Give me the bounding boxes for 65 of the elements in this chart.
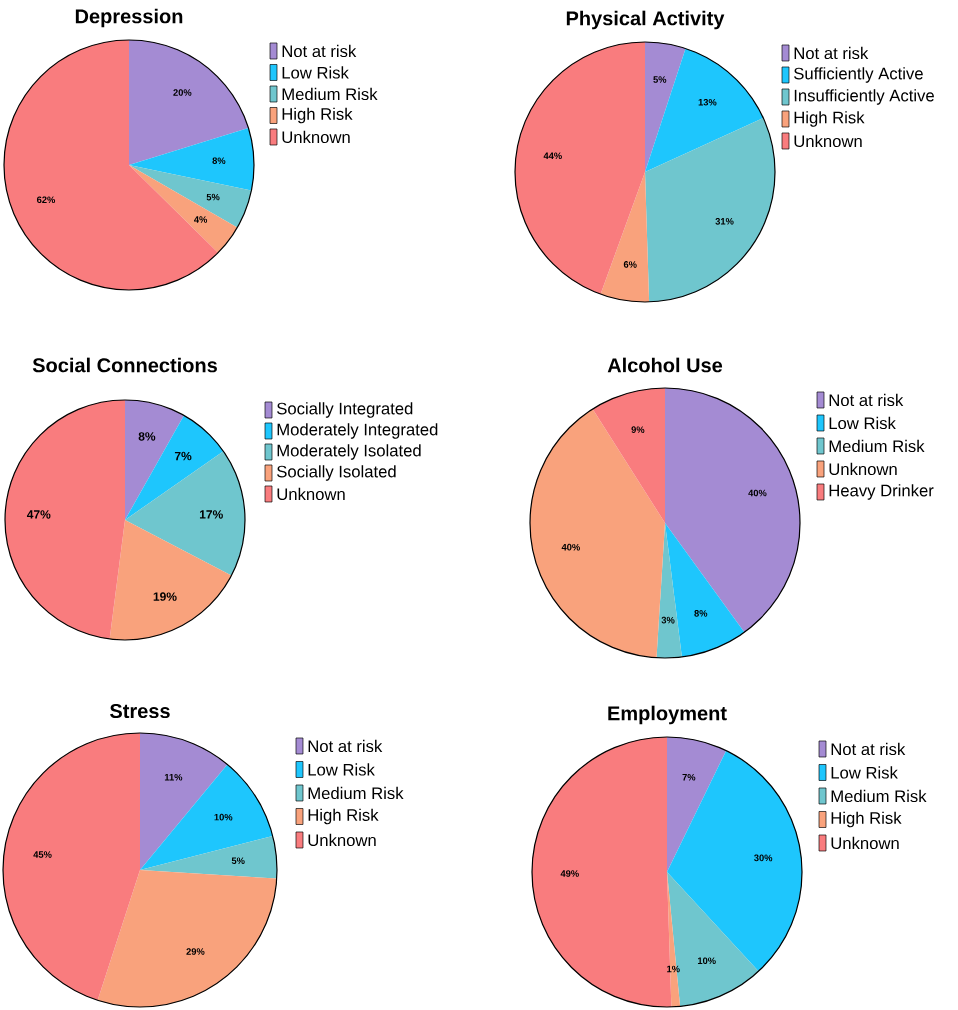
data-label: 8% [212,157,226,165]
legend-label: Sufficiently Active [794,67,923,83]
data-label: 45% [33,851,52,858]
data-label: 17% [199,510,223,519]
data-label: 4% [194,216,208,223]
data-label: 40% [561,543,580,551]
data-label: 47% [26,510,51,519]
legend-label: Not at risk [282,44,357,58]
legend-label: Insufficiently Active [794,89,934,105]
data-label: 19% [153,592,177,601]
legend-label: Unknown [831,836,899,850]
legend-label: Not at risk [831,742,906,756]
legend-label: High Risk [282,107,353,124]
legend-label: Unknown [282,130,350,144]
legend-label: Heavy Drinker [829,484,934,500]
data-label: 8% [138,432,156,441]
data-label: 29% [186,948,205,955]
data-label: 62% [36,196,56,204]
legend-label: Unknown [277,487,345,501]
legend-label: Socially Isolated [277,465,396,481]
legend-label: Socially Integrated [277,402,413,418]
legend-label: High Risk [794,111,865,127]
data-label: 9% [631,426,645,433]
legend-label: Unknown [829,462,897,476]
data-label: 49% [560,870,579,877]
legend-label: Not at risk [794,46,869,60]
legend-label: Not at risk [829,393,904,407]
legend-label: Medium Risk [308,786,404,800]
data-label: 7% [174,451,192,461]
legend-label: Not at risk [308,739,383,753]
legend-label: Medium Risk [831,789,927,803]
legend-label: High Risk [308,808,379,825]
legend-label: High Risk [831,811,902,828]
data-label: 40% [748,489,767,497]
data-label: 5% [653,76,667,83]
chart-title: Stress [110,703,170,719]
chart-title: Physical Activity [566,10,725,30]
chart-title: Alcohol Use [607,357,723,373]
legend-label: Moderately Integrated [277,423,438,439]
legend-label: Low Risk [282,66,349,79]
data-label: 11% [164,773,183,781]
data-label: 6% [623,261,637,268]
legend-label: Moderately Isolated [277,444,421,460]
chart-title: Employment [608,705,727,725]
data-label: 31% [715,218,734,225]
data-label: 7% [682,774,696,781]
data-label: 30% [754,854,773,862]
data-label: 10% [697,957,716,964]
data-label: 5% [206,193,220,201]
legend-label: Low Risk [308,763,375,776]
legend-label: Low Risk [829,416,896,430]
legend-label: Unknown [308,833,376,847]
chart-title: Social Connections [32,357,217,373]
data-label: 10% [214,813,233,821]
legend-label: Unknown [794,134,862,148]
legend-label: Low Risk [831,766,898,779]
legend-label: Medium Risk [282,87,378,101]
legend-label: Medium Risk [829,439,925,453]
data-label: 8% [694,610,708,617]
data-label: 13% [698,98,717,106]
data-label: 5% [231,857,245,864]
chart-title: Depression [75,8,183,28]
data-label: 44% [543,152,562,160]
data-label: 3% [661,616,675,624]
data-label: 20% [173,89,192,96]
